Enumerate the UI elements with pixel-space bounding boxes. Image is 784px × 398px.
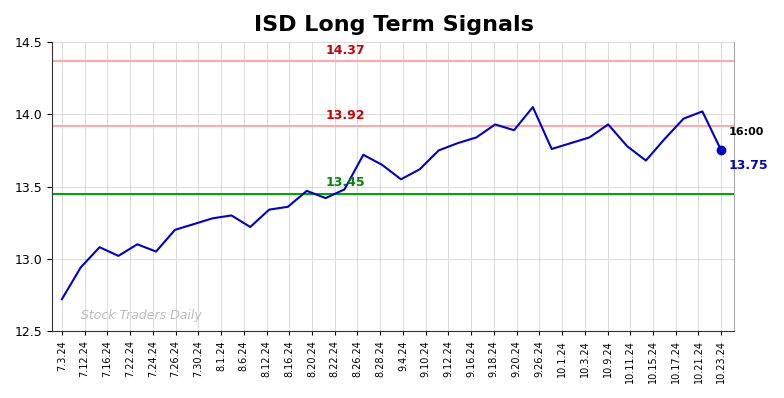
Text: 13.92: 13.92 [325,109,365,121]
Text: Stock Traders Daily: Stock Traders Daily [81,309,201,322]
Title: ISD Long Term Signals: ISD Long Term Signals [253,15,533,35]
Text: 13.75: 13.75 [729,159,768,172]
Text: 16:00: 16:00 [729,127,764,137]
Text: 14.37: 14.37 [325,43,365,57]
Text: 13.45: 13.45 [325,176,365,189]
